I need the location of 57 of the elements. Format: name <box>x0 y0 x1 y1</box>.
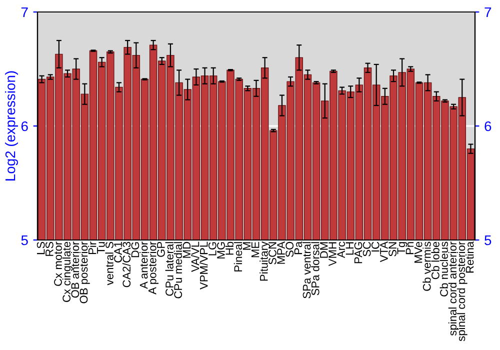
x-tick-label: SPa ventral <box>302 242 311 298</box>
x-tick-label: VMH <box>328 242 336 266</box>
x-tick-label: DM <box>320 242 328 258</box>
x-tick-label: MPA <box>277 241 285 264</box>
x-tick-label: ME <box>251 242 260 258</box>
x-tick-label: spinal cord anterior <box>448 242 459 336</box>
x-tick-label: MD <box>182 242 190 258</box>
x-tick-label: CPu lateral <box>165 242 174 296</box>
x-tick-label: Pa <box>294 241 302 254</box>
x-tick-label: RS <box>45 242 54 256</box>
x-tick-label: LS <box>36 242 45 254</box>
x-tick-label: LH <box>346 242 354 255</box>
y-tick-label: 7 <box>21 7 28 18</box>
x-tick-label: M <box>242 242 251 250</box>
y2-tick-label: 6 <box>484 121 492 132</box>
x-tick-label: spinal cord posterior <box>456 242 468 342</box>
y2-tick-label: 5 <box>484 235 492 246</box>
x-tick-label: SO <box>286 242 294 257</box>
x-tick-label: IC <box>371 242 380 252</box>
x-tick-label: Cb lobe <box>431 242 440 280</box>
x-tick-label: VTA <box>380 241 388 262</box>
y-tick-label: 5 <box>21 235 28 246</box>
x-tick-label: OB posterior <box>80 242 90 304</box>
x-tick-label: SN <box>388 242 396 256</box>
y2-tick-label: 7 <box>484 7 492 18</box>
x-tick-label: LG <box>208 242 216 256</box>
x-tick-label: Pituitary <box>260 241 270 281</box>
y-tick-label: 6 <box>21 121 28 132</box>
x-tick-label: CA2/CA3 <box>122 242 131 288</box>
x-tick-label: Pir <box>88 242 96 254</box>
x-tick-label: Cb nucleus <box>440 242 448 296</box>
x-tick-label: OB anterior <box>70 242 80 298</box>
x-tick-label: MG <box>217 242 225 258</box>
x-tick-label: A anterior <box>140 242 148 289</box>
x-tick-label: SC <box>362 242 371 256</box>
x-tick-label: VPM/VPL <box>200 242 208 290</box>
x-tick-label: SPa dorsal <box>311 242 320 296</box>
x-tick-label: VA/VL <box>191 242 200 272</box>
x-tick-label: Cx motor <box>54 242 62 286</box>
x-tick-label: CPu medial <box>174 242 182 298</box>
x-tick-label: MVe <box>414 242 422 263</box>
x-tick-label: CA1 <box>114 242 122 262</box>
x-tick-label: Tg <box>397 242 408 254</box>
x-tick-label: A posterior <box>148 242 158 294</box>
x-tick-label: DG <box>131 242 140 258</box>
x-tick-label: PAG <box>354 242 362 264</box>
x-tick-label: Cb vermis <box>422 242 431 291</box>
x-tick-label: Hb <box>225 242 234 255</box>
x-tick-label: Pineal <box>234 242 242 272</box>
x-tick-label: SCN <box>268 242 276 264</box>
y-axis-title: Log2 (expression) <box>5 71 18 180</box>
x-tick-label: Arc <box>337 242 346 258</box>
x-tick-label: Retina <box>466 241 474 273</box>
x-tick-label: ventral S <box>105 242 114 286</box>
x-tick-label: Pn <box>406 242 414 254</box>
x-tick-label: Tu <box>97 242 105 254</box>
x-tick-label: GP <box>157 242 165 257</box>
